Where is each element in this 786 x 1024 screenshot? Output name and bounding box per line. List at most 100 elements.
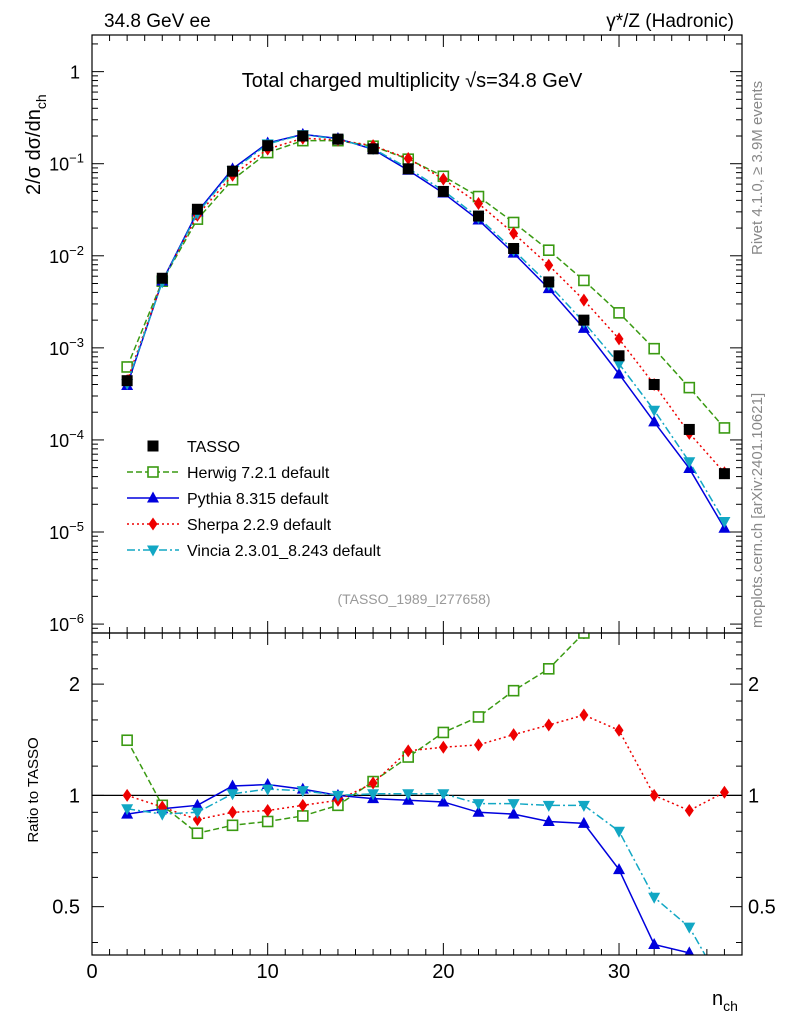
ratio-point-herwig — [578, 633, 590, 639]
ratio-point-pythia — [542, 814, 555, 826]
ratio-line-pythia — [127, 783, 692, 955]
ratio-series-herwig — [121, 633, 590, 840]
data-point-herwig — [648, 342, 660, 355]
ratio-y-tick-label-right: 1 — [748, 785, 759, 807]
main-plot-panel: 10−6 10−5 10−4 10−3 10−2 10−1 1 Total charged … — [23, 34, 743, 635]
legend-entry-herwig: Herwig 7.2.1 default — [127, 465, 330, 482]
header-right: γ*/Z (Hadronic) — [606, 11, 734, 32]
ratio-point-herwig — [507, 684, 520, 697]
data-point-sherpa — [544, 258, 554, 272]
main-series-layer — [121, 127, 731, 533]
ratio-point-vincia — [296, 786, 309, 798]
data-point-herwig — [542, 244, 555, 256]
ratio-line-vincia — [127, 788, 707, 955]
data-point-pythia — [613, 367, 626, 379]
legend-entry-pythia: Pythia 8.315 default — [127, 491, 329, 508]
data-point-vincia — [683, 457, 696, 469]
ratio-point-vincia — [683, 922, 696, 934]
ratio-point-pythia — [613, 863, 626, 875]
ratio-y-tick-label-right: 2 — [748, 674, 759, 696]
ratio-point-vincia — [542, 800, 555, 812]
ratio-point-vincia — [402, 789, 415, 801]
legend-label: Vincia 2.3.01_8.243 default — [187, 543, 381, 560]
data-point-tasso — [613, 350, 625, 362]
data-point-pythia — [648, 415, 661, 427]
y-label-text: 2/σ dσ/dn — [23, 109, 45, 195]
ratio-point-herwig — [226, 819, 239, 832]
ratio-axis-ticks: 0.5 0.51 12 20 10 20 30 — [52, 633, 776, 983]
legend-marker — [147, 466, 159, 478]
ratio-point-vincia — [261, 784, 274, 796]
x-label-sub: ch — [723, 998, 738, 1014]
series-line-vincia — [126, 133, 726, 522]
x-tick-label: 30 — [608, 961, 630, 983]
ratio-point-sherpa — [544, 718, 554, 732]
data-point-herwig — [613, 307, 625, 319]
series-tasso — [121, 130, 730, 480]
ratio-y-tick-label-right: 0.5 — [748, 897, 776, 919]
ratio-point-sherpa — [192, 813, 202, 827]
data-point-tasso — [648, 378, 660, 390]
data-point-sherpa — [403, 151, 413, 165]
x-axis-label: nch — [712, 988, 738, 1014]
ratio-point-sherpa — [509, 728, 519, 742]
ratio-line-herwig — [126, 633, 588, 835]
ratio-y-tick-label: 1 — [69, 785, 80, 807]
data-point-tasso — [156, 272, 168, 284]
header-left: 34.8 GeV ee — [104, 11, 211, 32]
ratio-point-sherpa — [579, 708, 589, 722]
ratio-point-vincia — [156, 809, 169, 821]
data-point-herwig — [507, 216, 520, 229]
ratio-line-sherpa — [126, 714, 725, 821]
ratio-point-sherpa — [649, 788, 659, 802]
rivet-version-text: Rivet 4.1.0, ≥ 3.9M events — [749, 81, 766, 255]
ratio-point-sherpa — [368, 776, 378, 790]
data-point-tasso — [121, 375, 133, 387]
legend-entry-sherpa: Sherpa 2.2.9 default — [127, 517, 332, 534]
ratio-point-vincia — [507, 799, 520, 811]
ratio-point-sherpa — [614, 723, 624, 737]
ratio-y-tick-label: 0.5 — [52, 897, 80, 919]
legend-label: TASSO — [187, 439, 240, 456]
legend-entry-vincia: Vincia 2.3.01_8.243 default — [127, 543, 381, 560]
y-axis-label-main: 2/σ dσ/dnch — [23, 94, 49, 195]
data-point-tasso — [367, 143, 379, 155]
data-point-vincia — [613, 359, 626, 371]
data-point-sherpa — [438, 172, 448, 186]
data-point-tasso — [262, 140, 274, 152]
y-tick-label: 10−4 — [49, 427, 84, 451]
ratio-series-vincia — [121, 784, 707, 955]
legend-marker — [148, 517, 158, 531]
ratio-series-layer — [121, 633, 729, 955]
data-point-tasso — [472, 210, 484, 222]
legend-label: Pythia 8.315 default — [187, 491, 329, 508]
ratio-point-herwig — [261, 815, 274, 828]
legend-entry-tasso: TASSO — [147, 439, 240, 456]
ratio-point-pythia — [191, 798, 204, 810]
ratio-plot-panel: 0.5 0.51 12 20 10 20 30 Ratio to TASSO nch — [25, 632, 776, 1014]
data-point-tasso — [578, 314, 590, 326]
data-point-herwig — [683, 381, 696, 394]
data-point-herwig — [718, 422, 731, 434]
ratio-point-pythia — [684, 946, 695, 955]
ratio-y-label: Ratio to TASSO — [25, 737, 42, 842]
ratio-point-sherpa — [403, 744, 413, 758]
ratio-series-sherpa — [122, 708, 729, 827]
ratio-point-sherpa — [473, 738, 483, 752]
data-point-tasso — [297, 130, 309, 142]
ratio-y-tick-label: 2 — [69, 674, 80, 696]
svg-text:2/σ dσ/dnch: 2/σ dσ/dnch — [23, 94, 49, 195]
data-point-tasso — [437, 185, 449, 197]
ratio-point-herwig — [297, 810, 309, 822]
y-tick-label: 10−3 — [49, 335, 84, 359]
data-point-tasso — [402, 163, 414, 175]
ratio-point-herwig — [437, 726, 450, 739]
x-tick-label: 10 — [257, 961, 279, 983]
ratio-series-pythia — [121, 778, 695, 955]
y-tick-label: 10−6 — [49, 611, 84, 635]
ratio-point-vincia — [472, 799, 485, 811]
ratio-point-pythia — [226, 779, 239, 791]
ratio-point-vincia — [648, 892, 661, 904]
ratio-point-vincia — [613, 826, 626, 838]
y-label-sub: ch — [33, 94, 49, 109]
